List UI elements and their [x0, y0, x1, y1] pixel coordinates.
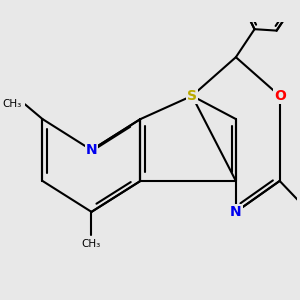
Text: N: N — [86, 143, 97, 157]
Text: CH₃: CH₃ — [2, 99, 22, 109]
Text: CH₃: CH₃ — [82, 239, 101, 249]
Text: S: S — [187, 89, 197, 103]
Text: N: N — [230, 205, 242, 219]
Text: O: O — [274, 89, 286, 103]
